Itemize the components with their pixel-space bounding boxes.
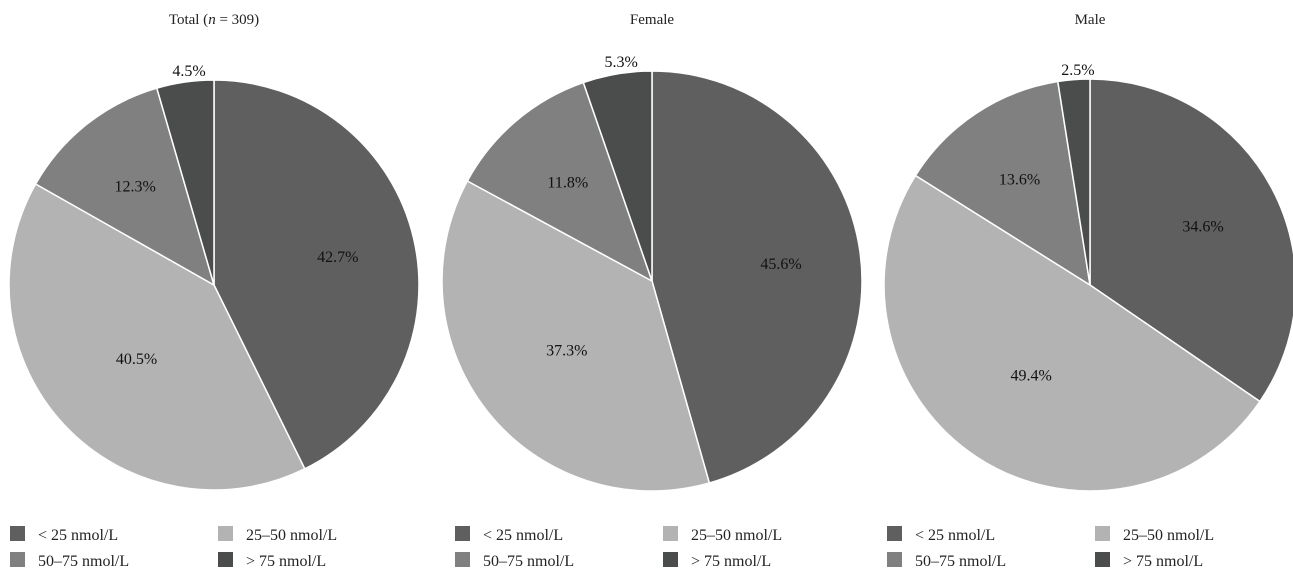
- legend-item: < 25 nmol/L: [455, 526, 563, 544]
- legend-label: > 75 nmol/L: [246, 553, 326, 570]
- pie-slice-25-50: [883, 174, 1261, 492]
- slice-value-label: 2.5%: [1061, 62, 1094, 79]
- legend-swatch: [10, 526, 25, 541]
- legend-item: 25–50 nmol/L: [1095, 526, 1214, 544]
- slice-value-label: 42.7%: [317, 249, 358, 266]
- legend-item: 50–75 nmol/L: [887, 552, 1006, 570]
- slice-value-label: 45.6%: [760, 256, 801, 273]
- chart-title-part: n: [208, 12, 216, 28]
- legend-item: 25–50 nmol/L: [663, 526, 782, 544]
- slice-value-label: 49.4%: [1011, 368, 1052, 385]
- legend-item: > 75 nmol/L: [218, 552, 326, 570]
- legend-label: 50–75 nmol/L: [915, 553, 1006, 570]
- legend-label: 50–75 nmol/L: [38, 553, 129, 570]
- chart-title-part: Total (: [169, 12, 208, 28]
- pie-slice-gt75: [1056, 78, 1091, 286]
- legend-item: > 75 nmol/L: [663, 552, 771, 570]
- legend-label: < 25 nmol/L: [483, 527, 563, 544]
- legend-swatch: [218, 552, 233, 567]
- legend-swatch: [887, 552, 902, 567]
- legend-swatch: [663, 526, 678, 541]
- pie-slice-50-75: [914, 80, 1091, 287]
- slice-value-label: 12.3%: [115, 178, 156, 195]
- legend-item: 50–75 nmol/L: [10, 552, 129, 570]
- legend-label: < 25 nmol/L: [915, 527, 995, 544]
- chart-title: Total (n = 309): [169, 12, 259, 28]
- legend-label: < 25 nmol/L: [38, 527, 118, 544]
- legend-swatch: [455, 552, 470, 567]
- legend-label: 50–75 nmol/L: [483, 553, 574, 570]
- slice-value-label: 13.6%: [999, 171, 1040, 188]
- legend-swatch: [218, 526, 233, 541]
- slice-value-label: 40.5%: [116, 351, 157, 368]
- legend-item: < 25 nmol/L: [10, 526, 118, 544]
- slice-value-label: 4.5%: [172, 63, 205, 80]
- legend-swatch: [663, 552, 678, 567]
- pie-slice-lt25: [651, 70, 863, 484]
- legend-swatch: [455, 526, 470, 541]
- pie-slice-lt25: [1089, 78, 1293, 403]
- pie-slice-50-75: [466, 81, 654, 283]
- pie-slice-25-50: [441, 179, 711, 492]
- slice-value-label: 37.3%: [546, 342, 587, 359]
- pie-slice-gt75: [582, 70, 653, 282]
- legend-label: > 75 nmol/L: [1123, 553, 1203, 570]
- pie-panel-1: Total (n = 309) 42.7% 40.5% 12.3% 4.5% < 25 n…: [8, 12, 420, 570]
- chart-title-part: = 309): [216, 12, 259, 28]
- pie-panel-3: Male 34.6% 49.4% 13.6% 2.5% < 25 nmol/L 25–50 …: [883, 12, 1293, 570]
- pie-slice-gt75: [155, 79, 215, 286]
- legend-item: 50–75 nmol/L: [455, 552, 574, 570]
- legend-item: < 25 nmol/L: [887, 526, 995, 544]
- slice-value-label: 34.6%: [1182, 219, 1223, 236]
- pie-slice-50-75: [34, 87, 216, 287]
- pie-slice-lt25: [213, 79, 420, 470]
- legend-item: > 75 nmol/L: [1095, 552, 1203, 570]
- legend-label: 25–50 nmol/L: [691, 527, 782, 544]
- legend-label: > 75 nmol/L: [691, 553, 771, 570]
- legend-swatch: [1095, 552, 1110, 567]
- pie-slice-25-50: [8, 182, 306, 491]
- pie-panel-2: Female 45.6% 37.3% 11.8% 5.3% < 25 nmol/L 25–5…: [441, 12, 863, 570]
- chart-title: Male: [1075, 12, 1106, 28]
- legend-item: 25–50 nmol/L: [218, 526, 337, 544]
- legend-swatch: [887, 526, 902, 541]
- legend-label: 25–50 nmol/L: [1123, 527, 1214, 544]
- slice-value-label: 5.3%: [605, 54, 638, 71]
- legend-label: 25–50 nmol/L: [246, 527, 337, 544]
- legend-swatch: [1095, 526, 1110, 541]
- slice-value-label: 11.8%: [547, 175, 588, 192]
- legend-swatch: [10, 552, 25, 567]
- chart-title: Female: [630, 12, 674, 28]
